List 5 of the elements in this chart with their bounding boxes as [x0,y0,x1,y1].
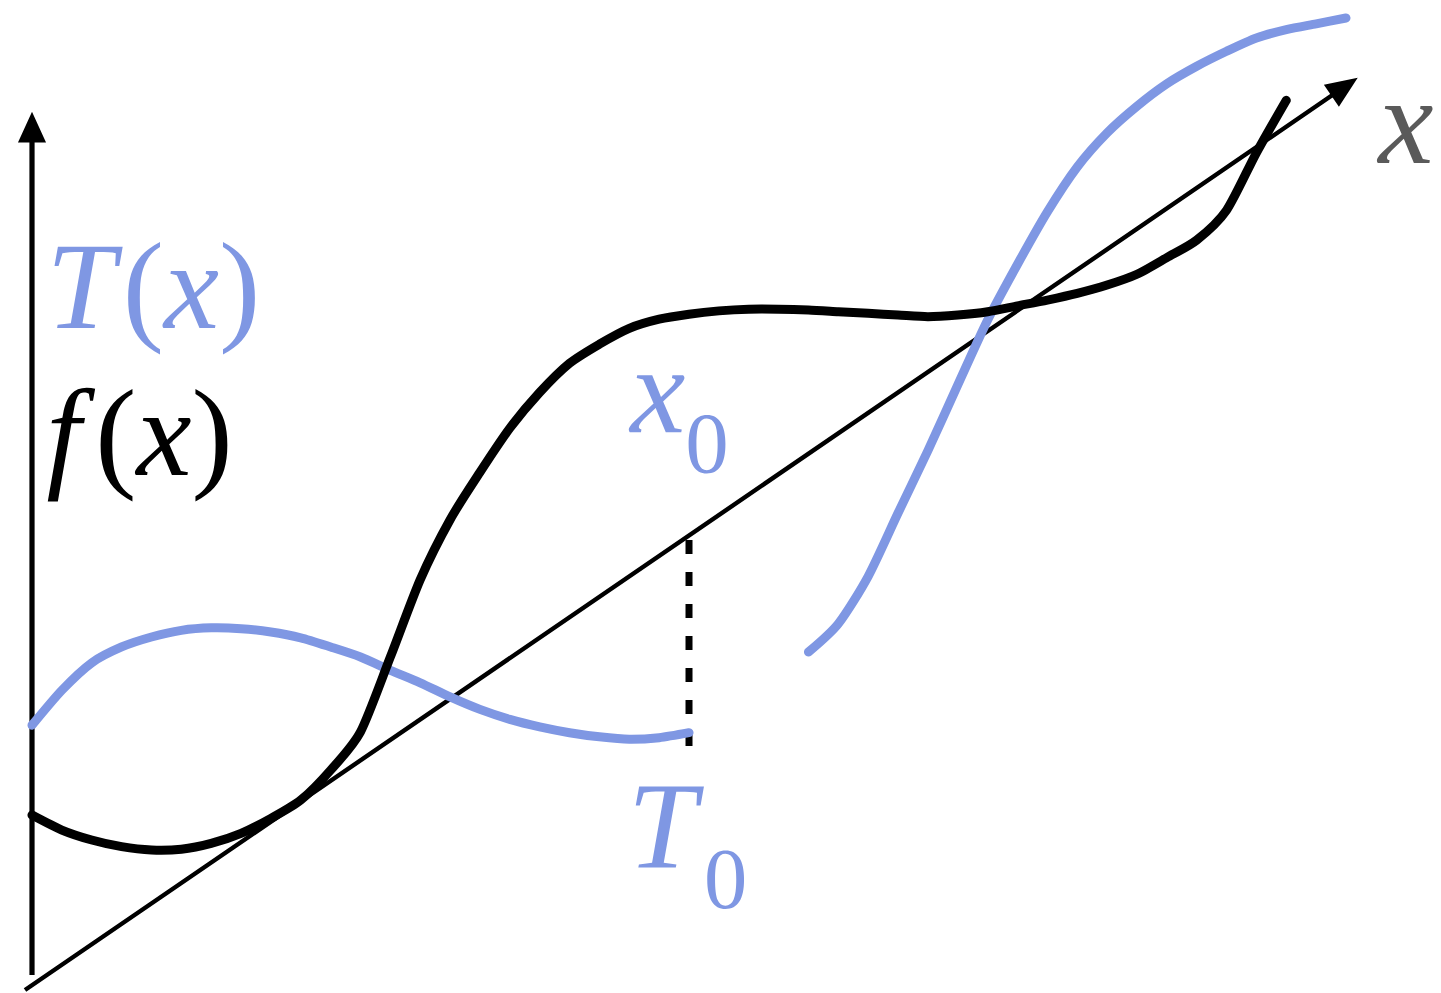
text: T(x) [54,241,255,355]
annotation: T$_{0}$ [635,786,745,910]
series-label: f(x) [47,387,228,502]
annotation: x$_{0}$ [628,375,726,474]
x-axis-title: x [1376,106,1433,163]
